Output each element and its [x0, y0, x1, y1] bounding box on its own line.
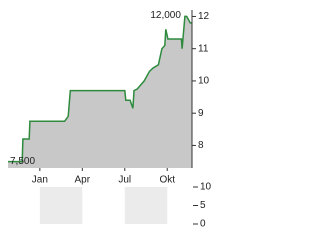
quarter-band — [124, 187, 168, 224]
annotation: 7,500 — [10, 156, 35, 167]
y-tick-label: 9 — [198, 108, 204, 119]
y-tick-label: 11 — [198, 43, 209, 54]
area-fill — [8, 16, 192, 169]
y-tick-label: 10 — [198, 76, 210, 87]
x-tick-label: Jan — [32, 175, 48, 186]
x-tick-label: Jul — [118, 175, 131, 186]
quarter-band — [39, 187, 83, 224]
chart: 8 9 10 11 12 Jan Apr Jul Okt 12,000 7,500 10 5 0 — [8, 10, 212, 230]
y-tick-label: 12 — [198, 11, 210, 22]
annotation: 12,000 — [150, 10, 181, 21]
y-tick-label: 10 — [200, 182, 212, 193]
y-tick-label: 5 — [200, 200, 206, 211]
y-tick-label: 0 — [200, 219, 206, 230]
x-tick-label: Apr — [75, 175, 91, 186]
price-line — [8, 15, 192, 163]
x-tick-label: Okt — [159, 175, 175, 186]
y-tick-label: 8 — [198, 140, 204, 151]
